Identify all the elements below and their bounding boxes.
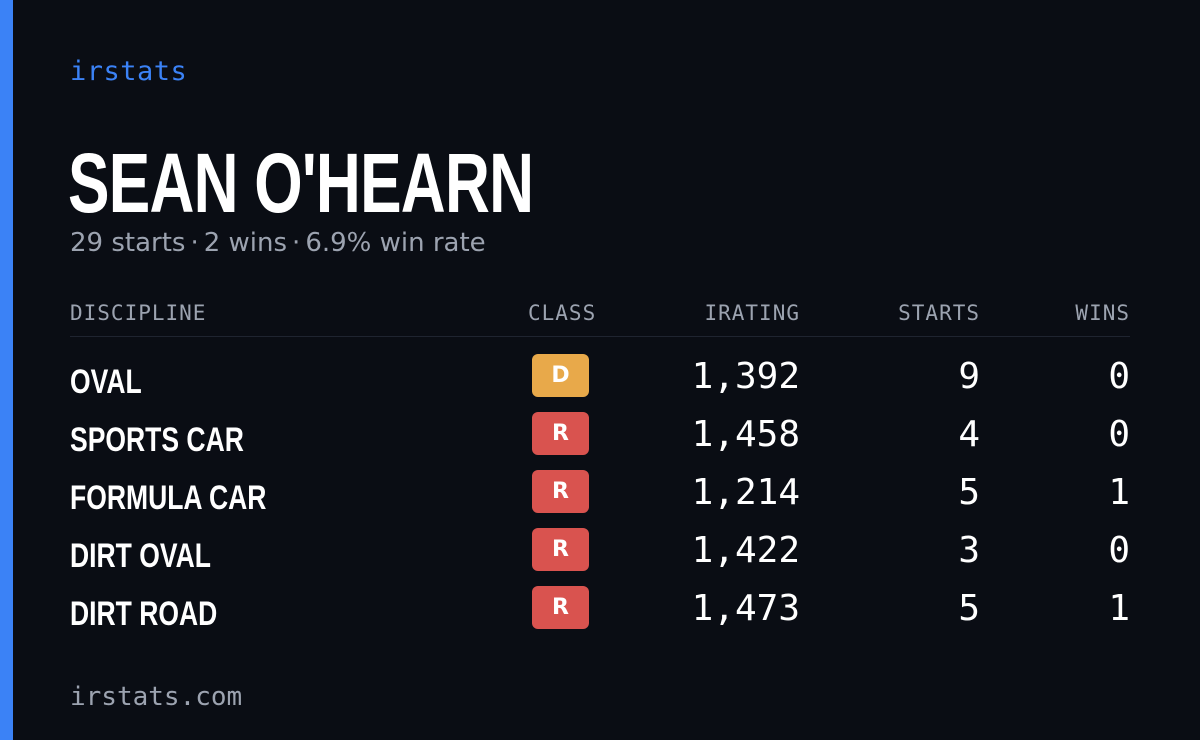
row-wins: 0 bbox=[1108, 530, 1130, 571]
header-irating: IRATING bbox=[704, 301, 800, 325]
header-starts: STARTS bbox=[898, 301, 980, 325]
footer-url[interactable]: irstats.com bbox=[70, 682, 243, 712]
table-row: FORMULA CAR R 1,214 5 1 bbox=[70, 470, 1130, 528]
row-discipline: DIRT OVAL bbox=[70, 537, 211, 575]
summary-separator: · bbox=[190, 228, 199, 258]
row-starts: 9 bbox=[958, 356, 980, 397]
driver-summary: 29 starts · 2 wins · 6.9% win rate bbox=[70, 228, 486, 258]
table-row: SPORTS CAR R 1,458 4 0 bbox=[70, 412, 1130, 470]
row-irating: 1,473 bbox=[691, 588, 800, 629]
table-row: DIRT ROAD R 1,473 5 1 bbox=[70, 586, 1130, 644]
header-class: CLASS bbox=[528, 301, 597, 325]
row-discipline: FORMULA CAR bbox=[70, 479, 267, 517]
row-starts: 4 bbox=[958, 414, 980, 455]
row-discipline: DIRT ROAD bbox=[70, 595, 218, 633]
row-irating: 1,214 bbox=[691, 472, 800, 513]
row-starts: 3 bbox=[958, 530, 980, 571]
class-badge: R bbox=[532, 528, 589, 571]
summary-wins: 2 wins bbox=[203, 228, 288, 258]
row-irating: 1,458 bbox=[691, 414, 800, 455]
row-discipline: SPORTS CAR bbox=[70, 421, 244, 459]
row-wins: 0 bbox=[1108, 414, 1130, 455]
row-discipline: OVAL bbox=[70, 363, 142, 401]
header-wins: WINS bbox=[1075, 301, 1130, 325]
row-irating: 1,422 bbox=[691, 530, 800, 571]
row-wins: 1 bbox=[1108, 588, 1130, 629]
summary-starts: 29 starts bbox=[70, 228, 186, 258]
summary-separator: · bbox=[292, 228, 301, 258]
row-irating: 1,392 bbox=[691, 356, 800, 397]
class-badge: D bbox=[532, 354, 589, 397]
class-badge: R bbox=[532, 470, 589, 513]
summary-win-rate: 6.9% win rate bbox=[305, 228, 486, 258]
row-starts: 5 bbox=[958, 588, 980, 629]
table-row: DIRT OVAL R 1,422 3 0 bbox=[70, 528, 1130, 586]
accent-bar bbox=[0, 0, 13, 740]
row-wins: 1 bbox=[1108, 472, 1130, 513]
table-header: DISCIPLINE CLASS IRATING STARTS WINS bbox=[70, 300, 1130, 337]
class-badge: R bbox=[532, 586, 589, 629]
row-wins: 0 bbox=[1108, 356, 1130, 397]
class-badge: R bbox=[532, 412, 589, 455]
header-discipline: DISCIPLINE bbox=[70, 301, 207, 325]
driver-name: SEAN O'HEARN bbox=[68, 136, 534, 230]
row-starts: 5 bbox=[958, 472, 980, 513]
table-row: OVAL D 1,392 9 0 bbox=[70, 354, 1130, 412]
brand-logo-text[interactable]: irstats bbox=[70, 56, 188, 87]
